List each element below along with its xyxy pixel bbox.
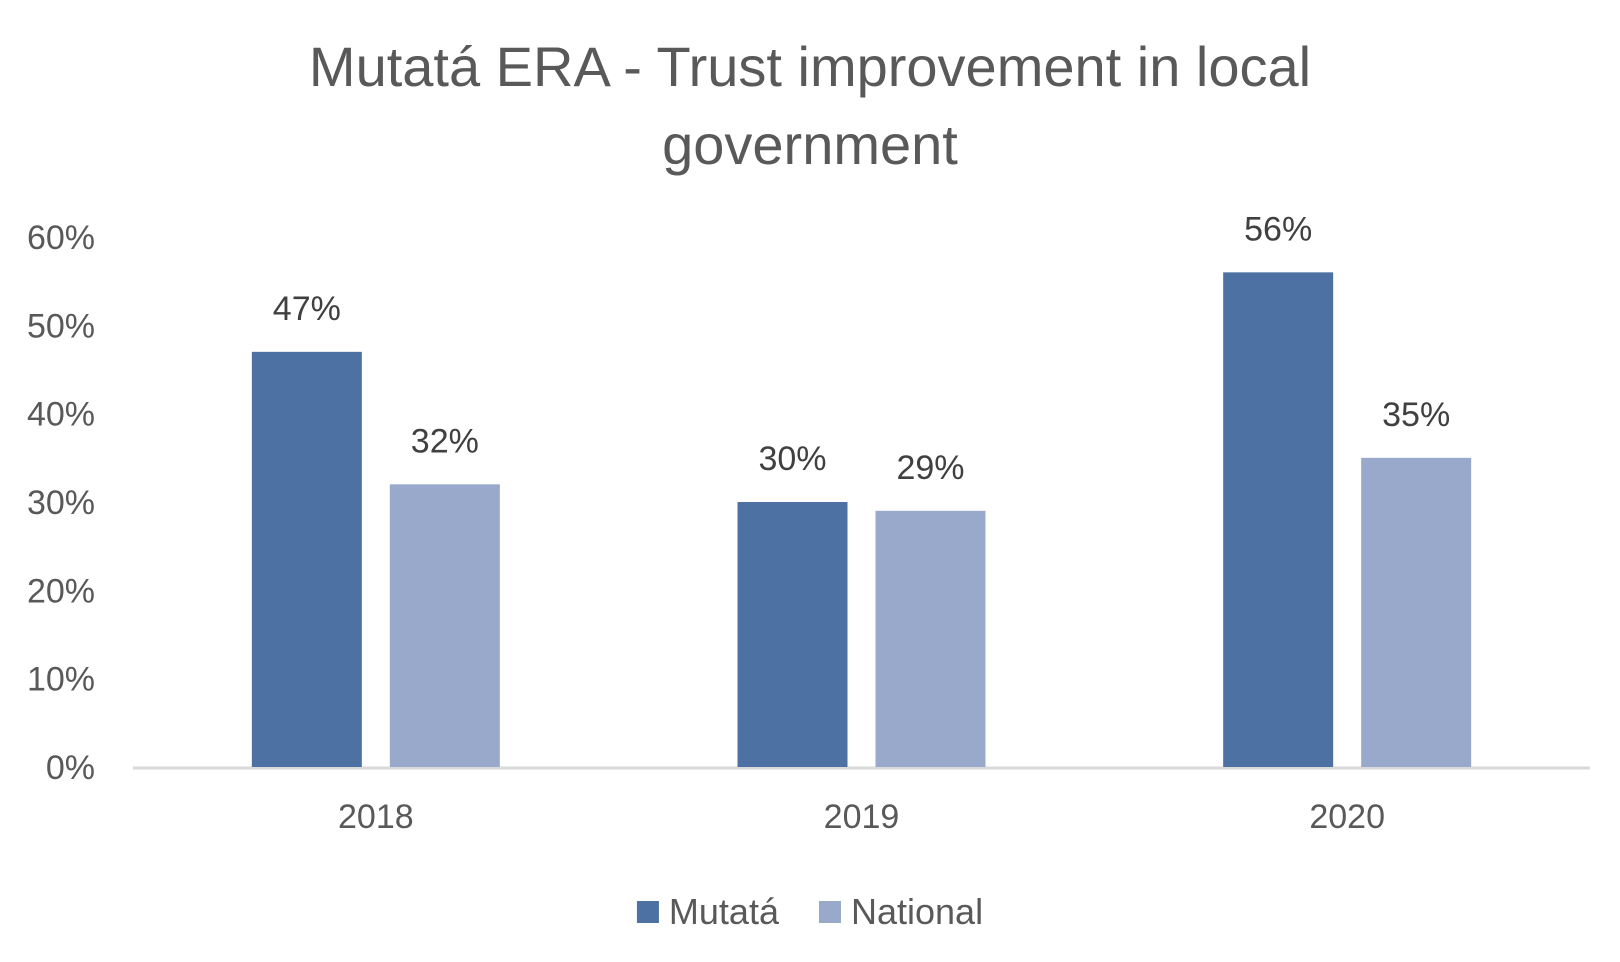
y-tick-label: 0% — [46, 749, 95, 787]
legend-label: Mutatá — [669, 891, 780, 932]
data-label: 32% — [411, 422, 479, 460]
data-label: 56% — [1244, 210, 1312, 248]
y-tick-label: 50% — [27, 307, 95, 345]
x-tick-label: 2020 — [1309, 798, 1385, 836]
y-tick-label: 40% — [27, 396, 95, 434]
y-tick-label: 30% — [27, 484, 95, 522]
bar — [389, 484, 500, 767]
chart-title: Mutatá ERA - Trust improvement in local … — [0, 28, 1620, 184]
data-label: 47% — [273, 290, 341, 328]
legend-swatch — [636, 901, 659, 923]
x-tick-label: 2019 — [824, 798, 900, 836]
y-tick-label: 20% — [27, 572, 95, 610]
chart-title-line-2: government — [662, 113, 958, 176]
bar — [737, 502, 848, 767]
x-tick-label: 2018 — [338, 798, 414, 836]
y-tick-label: 60% — [27, 219, 95, 257]
bar — [1223, 272, 1334, 767]
bar — [875, 510, 986, 767]
chart-title-line-1: Mutatá ERA - Trust improvement in local — [308, 35, 1312, 98]
legend-label: National — [851, 891, 983, 932]
legend-swatch — [818, 901, 841, 923]
bar — [251, 351, 362, 767]
data-label: 29% — [896, 449, 964, 487]
y-tick-label: 10% — [27, 661, 95, 699]
data-label: 30% — [758, 440, 826, 478]
bar — [1361, 457, 1472, 767]
data-label: 35% — [1382, 396, 1450, 434]
